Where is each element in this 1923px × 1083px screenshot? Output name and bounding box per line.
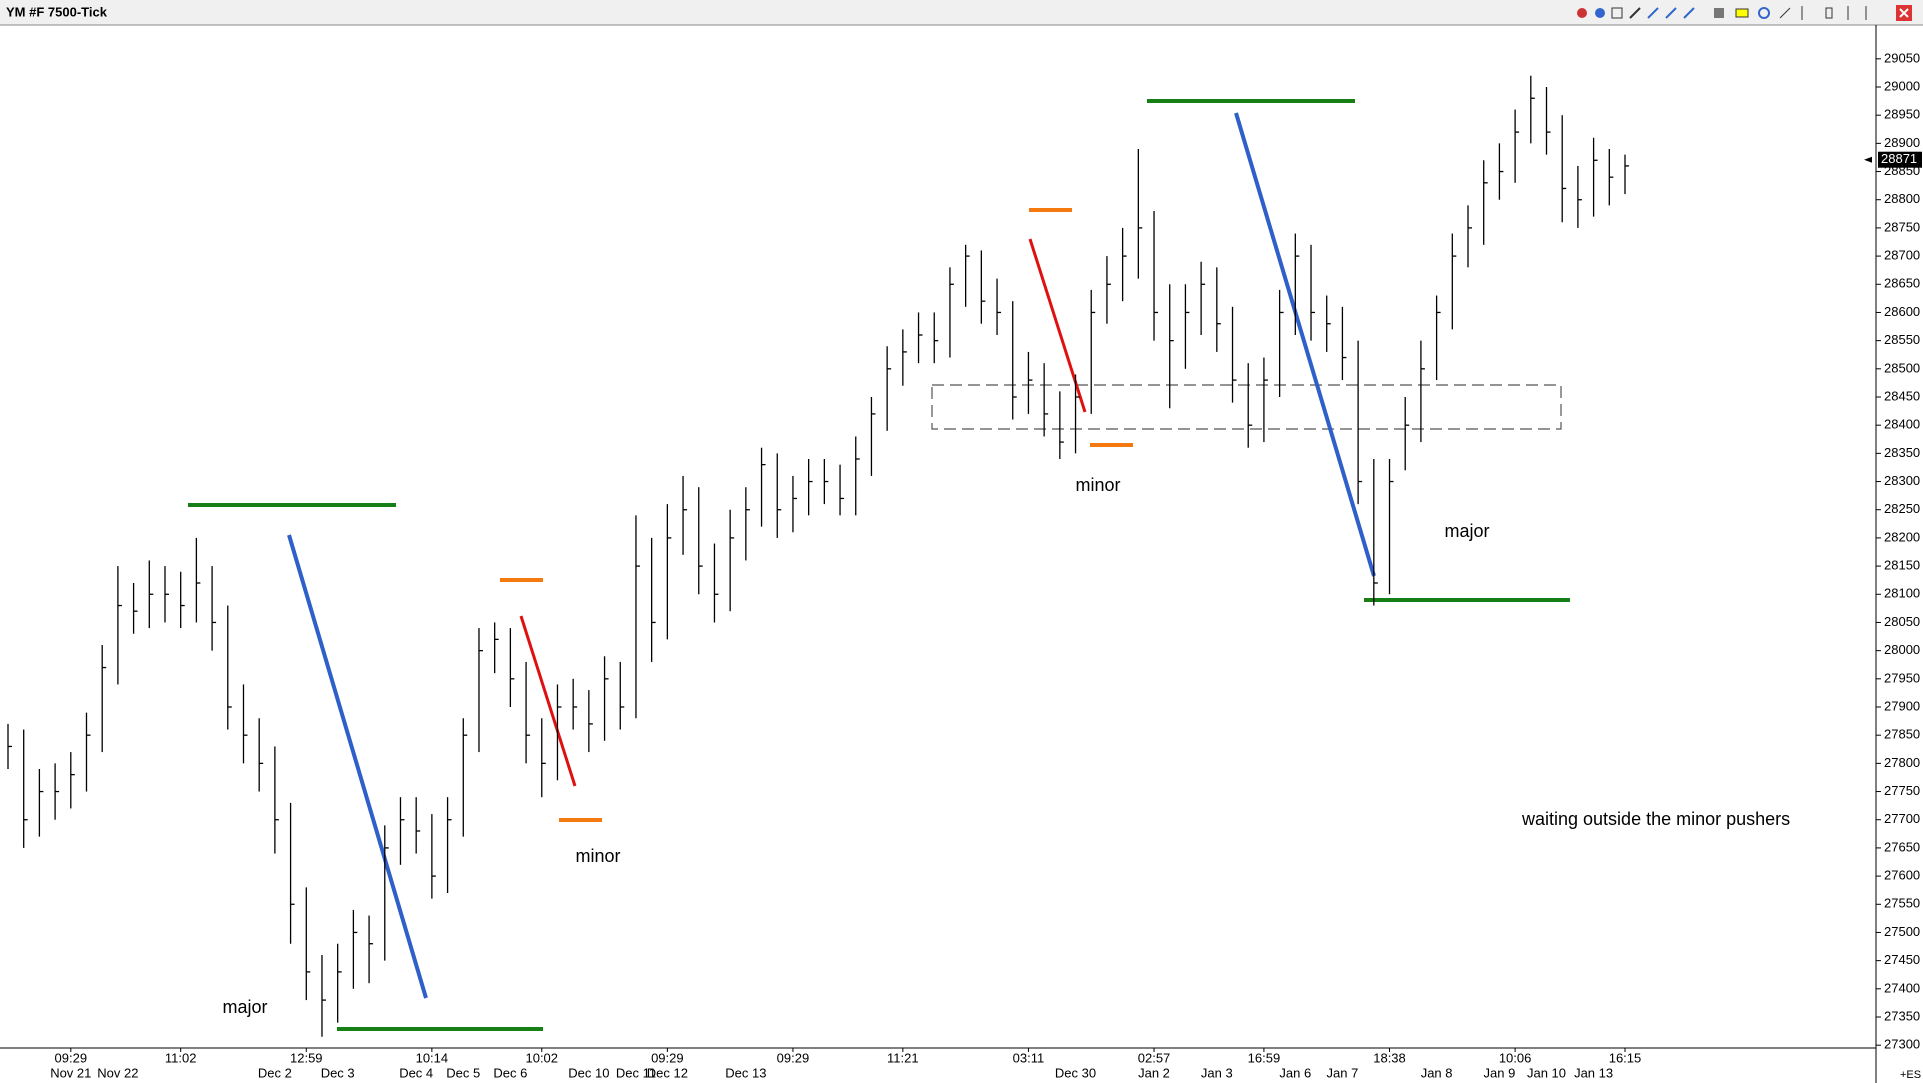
x-time-label: 12:59	[290, 1050, 323, 1065]
y-tick-label: 28650	[1884, 276, 1920, 291]
x-time-label: 03:11	[1013, 1050, 1045, 1065]
toolbar[interactable]	[1577, 5, 1912, 21]
x-time-label: 18:38	[1373, 1050, 1406, 1065]
y-tick-label: 28300	[1884, 473, 1920, 488]
annotation: minor	[1075, 475, 1120, 495]
last-price-box	[1878, 151, 1922, 168]
annotation: major	[222, 997, 267, 1017]
x-date-label: Dec 30	[1055, 1065, 1096, 1080]
x-date-label: Jan 8	[1421, 1065, 1453, 1080]
x-date-label: Jan 10	[1527, 1065, 1566, 1080]
y-tick-label: 27350	[1884, 1008, 1920, 1023]
minor-push-line	[519, 615, 577, 787]
x-date-label: Jan 9	[1484, 1065, 1516, 1080]
x-date-label: Dec 6	[493, 1065, 527, 1080]
x-date-label: Jan 7	[1327, 1065, 1359, 1080]
tool-icon[interactable]	[1714, 8, 1724, 18]
y-tick-label: 27600	[1884, 868, 1920, 883]
y-tick-label: 28900	[1884, 135, 1920, 150]
y-tick-label: 28750	[1884, 219, 1920, 234]
tool-icon[interactable]	[1825, 7, 1833, 19]
x-time-label: 11:02	[165, 1050, 197, 1065]
x-time-label: 10:14	[416, 1050, 449, 1065]
y-tick-label: 28250	[1884, 501, 1920, 516]
x-date-label: Dec 13	[725, 1065, 766, 1080]
y-tick-label: 28100	[1884, 586, 1920, 601]
x-time-label: 16:15	[1609, 1050, 1642, 1065]
x-date-label: Dec 4	[399, 1065, 433, 1080]
x-date-label: Nov 21	[50, 1065, 91, 1080]
close-button[interactable]	[1899, 8, 1909, 18]
x-time-label: 10:06	[1499, 1050, 1532, 1065]
y-tick-label: 28150	[1884, 558, 1920, 573]
y-tick-label: 27300	[1884, 1037, 1920, 1052]
y-tick-label: 28950	[1884, 107, 1920, 122]
annotation: minor	[575, 846, 620, 866]
x-date-label: Nov 22	[97, 1065, 138, 1080]
chart-title: YM #F 7500-Tick	[6, 4, 108, 19]
annotation: waiting outside the minor pushers	[1521, 809, 1790, 829]
y-tick-label: 27950	[1884, 670, 1920, 685]
major-push-line	[1234, 112, 1376, 577]
y-tick-label: 28050	[1884, 614, 1920, 629]
y-tick-label: 27650	[1884, 839, 1920, 854]
y-tick-label: 28200	[1884, 529, 1920, 544]
y-tick-label: 28400	[1884, 417, 1920, 432]
y-tick-label: 27500	[1884, 924, 1920, 939]
tool-icon[interactable]	[1665, 7, 1677, 19]
y-tick-label: 27850	[1884, 727, 1920, 742]
last-price-label: 28871	[1881, 151, 1917, 166]
annotation: major	[1444, 521, 1489, 541]
x-date-label: Dec 5	[446, 1065, 480, 1080]
x-time-label: 16:59	[1248, 1050, 1281, 1065]
x-date-label: Dec 11	[616, 1065, 656, 1080]
y-tick-label: 28550	[1884, 332, 1920, 347]
tool-icon[interactable]	[1683, 7, 1695, 19]
tool-icon[interactable]	[1647, 7, 1659, 19]
range-box	[931, 384, 1562, 430]
x-date-label: Dec 3	[321, 1065, 355, 1080]
x-time-label: 10:02	[525, 1050, 558, 1065]
y-tick-label: 28800	[1884, 191, 1920, 206]
x-date-label: Jan 3	[1201, 1065, 1233, 1080]
y-tick-label: 28600	[1884, 304, 1920, 319]
tool-icon[interactable]	[1629, 7, 1641, 19]
y-tick-label: 27400	[1884, 980, 1920, 995]
x-date-label: Jan 2	[1138, 1065, 1170, 1080]
y-tick-label: 27550	[1884, 896, 1920, 911]
tool-icon[interactable]	[1611, 7, 1623, 19]
y-tick-label: 27700	[1884, 811, 1920, 826]
y-tick-label: 28500	[1884, 360, 1920, 375]
y-tick-label: 27450	[1884, 952, 1920, 967]
y-tick-label: 29050	[1884, 50, 1920, 65]
y-tick-label: 28350	[1884, 445, 1920, 460]
major-push-line	[287, 534, 428, 999]
y-tick-label: 29000	[1884, 78, 1920, 93]
x-date-label: Dec 10	[568, 1065, 609, 1080]
tool-icon[interactable]	[1758, 7, 1770, 19]
y-tick-label: 28700	[1884, 248, 1920, 263]
last-price-arrow	[1864, 156, 1872, 163]
x-time-label: 11:21	[887, 1050, 919, 1065]
y-tick-label: 27800	[1884, 755, 1920, 770]
y-tick-label: 28450	[1884, 388, 1920, 403]
tool-icon[interactable]	[1595, 8, 1605, 18]
symbol-note: +ES	[1900, 1069, 1921, 1081]
y-tick-label: 27750	[1884, 783, 1920, 798]
tool-icon[interactable]	[1735, 8, 1749, 18]
x-date-label: Jan 6	[1279, 1065, 1311, 1080]
y-tick-label: 27900	[1884, 698, 1920, 713]
x-date-label: Dec 2	[258, 1065, 292, 1080]
tool-icon[interactable]	[1779, 7, 1791, 19]
x-date-label: Jan 13	[1574, 1065, 1613, 1080]
x-time-label: 02:57	[1138, 1050, 1171, 1065]
x-date-label: Dec 12	[647, 1065, 688, 1080]
tool-icon[interactable]	[1577, 8, 1587, 18]
x-time-label: 09:29	[55, 1050, 88, 1065]
x-time-label: 09:29	[777, 1050, 810, 1065]
y-tick-label: 28000	[1884, 642, 1920, 657]
x-time-label: 09:29	[651, 1050, 684, 1065]
